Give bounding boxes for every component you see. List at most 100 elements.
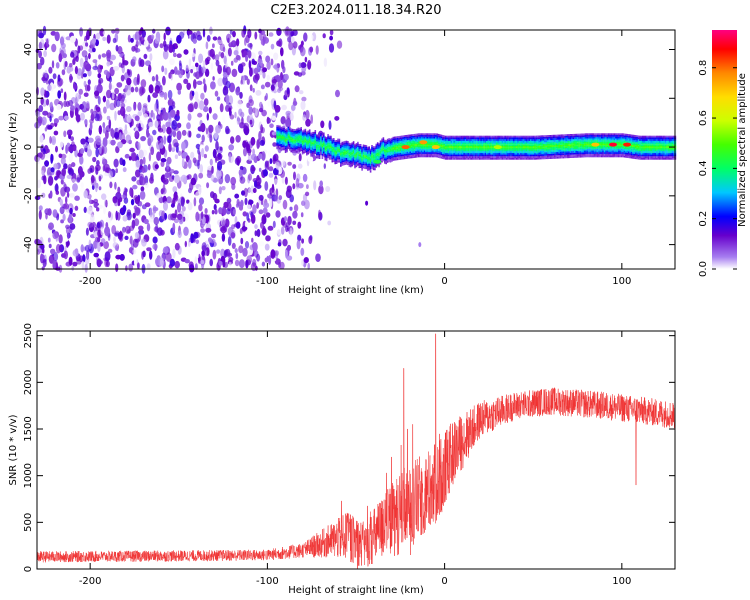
spectrogram-signal-cell [409,136,412,138]
spectrogram-signal-cell [446,144,448,147]
spectrogram-signal-cell [507,152,509,155]
spectrogram-noise-cell [115,44,119,52]
spectrogram-signal-cell [484,152,487,155]
spectrogram-noise-cell [152,236,158,244]
spectrogram-signal-cell [462,146,464,148]
spectrogram-signal-cell [403,143,406,146]
spectrogram-noise-cell [252,188,257,193]
spectrogram-signal-cell [395,139,397,142]
spectrogram-signal-cell [564,154,566,157]
spectrogram-signal-cell [304,130,307,133]
spectrogram-signal-cell [479,142,481,145]
spectrogram-noise-cell [79,155,84,165]
spectrogram-signal-cell [406,157,409,159]
spectrogram-noise-cell [89,122,93,131]
spectrogram-signal-cell [428,135,430,137]
spectrogram-signal-cell [345,145,348,148]
spectrogram-signal-cell [365,150,368,153]
spectrogram-signal-cell [286,136,288,139]
spectrogram-noise-cell [65,144,68,154]
spectrogram-signal-cell [561,146,563,149]
spectrogram-noise-cell [102,122,106,129]
spectrogram-signal-cell [521,137,524,140]
spectrogram-noise-cell [264,95,267,102]
spectrogram-signal-cell [300,137,302,140]
spectrogram-signal-cell [521,157,524,160]
spectrogram-signal-cell [298,134,301,137]
spectrogram-signal-cell [345,140,348,143]
spectrogram-signal-cell [315,144,318,147]
spectrogram-signal-cell [544,148,546,151]
spectrogram-noise-cell [222,86,229,96]
spectrogram-noise-cell [144,202,151,207]
spectrogram-signal-cell [511,157,514,160]
spectrogram-signal-cell [318,153,321,156]
spectrogram-signal-cell [371,167,373,169]
spectrogram-noise-cell [152,207,159,212]
spectrogram-noise-cell [95,182,98,193]
spectrogram-signal-cell [405,140,407,142]
spectrogram-signal-cell [372,159,375,162]
spectrogram-signal-cell [474,151,477,153]
spectrogram-signal-cell [351,142,353,145]
spectrogram-signal-cell [367,150,369,153]
spectrogram-signal-cell [320,131,322,133]
spectrogram-signal-cell [420,152,423,154]
spectrogram-signal-cell [466,157,468,160]
spectrogram-noise-cell [122,167,127,173]
spectrogram-noise-cell [87,137,94,143]
spectrogram-signal-cell [300,139,302,141]
spectrogram-signal-cell [542,154,545,156]
spectrogram-noise-cell [114,245,118,251]
spectrogram-signal-cell [276,133,278,136]
spectrogram-noise-cell [200,66,207,74]
spectrogram-signal-cell [552,148,555,151]
spectrogram-signal-cell [507,147,509,150]
spectrogram-signal-cell [466,144,468,147]
spectrogram-signal-cell [535,156,538,158]
spectrogram-signal-cell [449,139,451,141]
spectrogram-signal-cell [330,137,332,140]
spectrogram-signal-cell [542,138,545,141]
spectrogram-noise-cell [220,248,226,258]
spectrogram-noise-cell [293,71,300,76]
spectrogram-signal-cell [398,156,400,159]
spectrogram-signal-cell [355,161,358,164]
spectrogram-signal-cell [296,135,298,138]
spectrogram-signal-cell [487,154,490,157]
spectrogram-signal-cell [460,157,463,160]
spectrogram-signal-cell [369,165,372,168]
spectrogram-signal-cell [293,146,295,148]
spectrogram-signal-cell [530,147,532,150]
spectrogram-signal-cell [428,145,430,147]
spectrogram-signal-cell [354,158,356,160]
spectrogram-signal-cell [389,155,392,158]
spectrogram-signal-cell [352,144,355,147]
spectrogram-signal-cell [551,134,553,137]
spectrogram-signal-cell [484,146,487,148]
spectrogram-signal-cell [518,147,521,150]
spectrogram-noise-cell [95,135,101,142]
spectrogram-signal-cell [365,146,368,149]
spectrogram-signal-cell [439,147,441,150]
spectrogram-signal-cell [379,155,382,158]
spectrogram-signal-cell [307,144,309,146]
spectrogram-noise-cell [255,265,258,271]
spectrogram-noise-cell [156,151,162,161]
spectrogram-signal-cell [490,149,492,152]
spectrogram-signal-cell [442,152,444,154]
spectrogram-signal-cell [385,157,387,159]
spectrogram-noise-cell [132,238,139,248]
spectrogram-signal-cell [418,143,420,146]
spectrogram-signal-cell [544,135,546,137]
spectrogram-signal-cell [354,154,356,157]
spectrogram-signal-cell [396,148,399,150]
spectrogram-noise-cell [242,211,248,217]
spectrogram-signal-cell [403,150,406,153]
spectrogram-signal-cell [277,125,280,128]
spectrogram-signal-cell [314,148,317,151]
spectrogram-noise-cell [167,89,173,100]
spectrogram-signal-cell [280,142,283,144]
spectrogram-signal-cell [420,153,423,156]
spectrogram-signal-cell [549,138,552,141]
